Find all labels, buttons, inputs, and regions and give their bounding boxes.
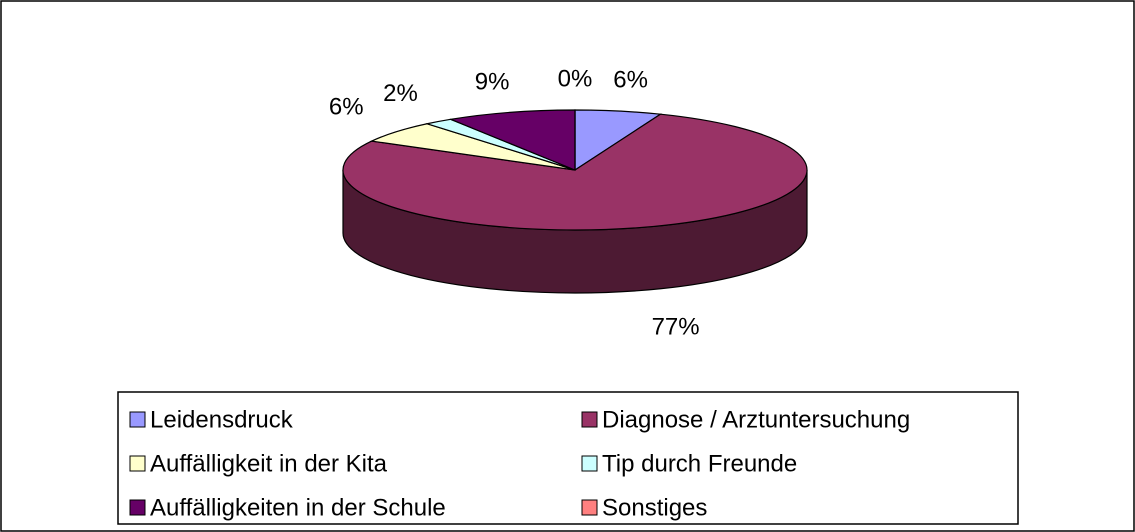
data-label: 6% <box>613 67 648 94</box>
legend-label: Leidensdruck <box>150 406 294 433</box>
data-label: 77% <box>652 314 700 341</box>
legend-label: Auffälligkeiten in der Schule <box>150 494 446 521</box>
slice <box>448 109 576 171</box>
legend-swatch <box>581 499 598 516</box>
legend-swatch <box>581 411 598 428</box>
data-label: 6% <box>329 94 364 121</box>
legend-swatch <box>129 455 146 472</box>
legend-label: Diagnose / Arztuntersuchung <box>602 406 910 433</box>
legend-label: Tip durch Freunde <box>602 450 797 477</box>
legend-label: Auffälligkeit in der Kita <box>150 450 388 477</box>
legend-swatch <box>581 455 598 472</box>
legend-swatch <box>129 499 146 516</box>
data-label: 2% <box>383 80 418 107</box>
legend-label: Sonstiges <box>602 494 707 521</box>
data-label: 0% <box>558 65 593 92</box>
legend-box <box>117 391 1019 525</box>
legend-swatch <box>129 411 146 428</box>
slice <box>342 113 808 231</box>
data-label: 9% <box>475 68 510 95</box>
